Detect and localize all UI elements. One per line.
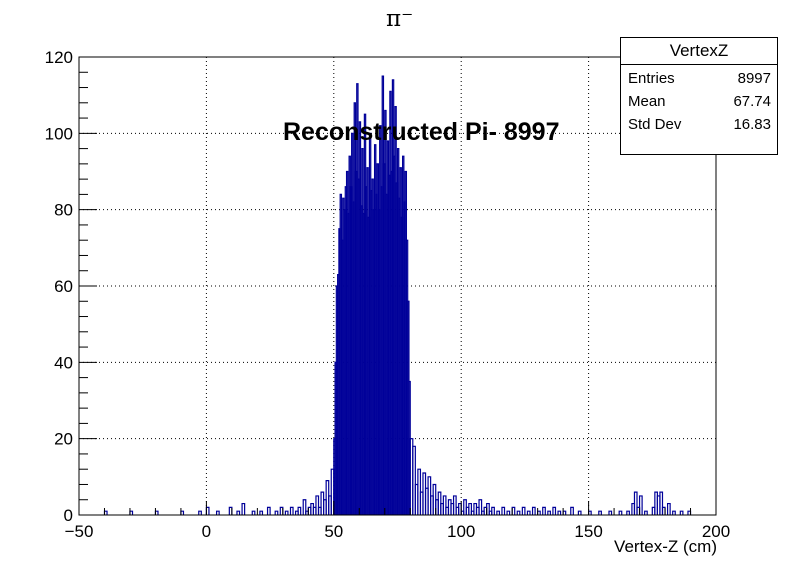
stats-label: Entries [628,70,675,87]
y-tick-label: 0 [64,506,73,525]
chart-annotation: Reconstructed Pi- 8997 [283,118,560,146]
histogram-bin [284,510,289,515]
histogram-bin [598,510,602,515]
histogram-bin [496,510,501,515]
chart-title: π⁻ [386,6,414,32]
histogram-bin [478,499,483,515]
histogram-bin [274,510,279,515]
histogram-bin [618,510,623,515]
y-tick-label: 100 [45,124,73,143]
y-tick-label: 60 [54,277,73,296]
histogram-bin [570,506,574,515]
axis-ticks [78,56,717,516]
stats-row-stddev: Std Dev 16.83 [621,113,777,136]
histogram-bin [644,510,648,515]
stats-box-title: VertexZ [621,38,777,65]
histogram-bin [259,510,264,515]
histogram-bin [501,506,506,515]
histogram-bin [557,510,562,515]
stats-value: 16.83 [733,116,771,133]
grid-lines [79,57,716,515]
stats-row-mean: Mean 67.74 [621,90,777,113]
histogram-bin [608,510,613,515]
histogram-bin [516,510,521,515]
histogram-bin [198,510,202,515]
x-tick-label: 100 [447,522,475,541]
histogram-bin [626,510,630,515]
histogram-bin [506,510,511,515]
histogram-bin [491,506,495,515]
histogram-bin [266,506,271,515]
histogram-bin [542,506,546,515]
x-tick-label: 50 [324,522,343,541]
histogram-bin [666,502,671,515]
histogram-bin [577,510,582,515]
histogram-bin [251,510,256,515]
stats-value: 67.74 [733,93,771,110]
x-tick-label: 200 [702,522,730,541]
y-tick-label: 80 [54,201,73,220]
histogram-bin [638,495,643,515]
y-tick-label: 40 [54,353,73,372]
histogram-bin [672,510,676,515]
histogram-bin [521,506,526,515]
histogram-bin [452,495,457,515]
stats-value: 8997 [737,70,771,87]
y-tick-label: 120 [45,48,73,67]
x-tick-label: 150 [574,522,602,541]
histogram-bin [552,506,557,515]
histogram-bin [468,502,472,515]
histogram-bin [289,506,294,515]
x-tick-label: 0 [202,522,211,541]
x-tick-label: −50 [65,522,94,541]
histogram-bin [526,510,531,515]
stats-label: Mean [628,93,666,110]
histogram-bin [215,510,220,515]
y-tick-label: 20 [54,430,73,449]
histogram-bin [442,495,447,515]
stats-box: VertexZ Entries 8997 Mean 67.74 Std Dev … [620,37,778,155]
histogram-bin [236,510,241,515]
histogram-bin [241,502,246,515]
histogram-bin [302,499,307,515]
histogram-bin [547,510,551,515]
histogram-bin [412,445,416,515]
stats-label: Std Dev [628,116,682,133]
histogram-bin [531,506,536,515]
stats-row-entries: Entries 8997 [621,67,777,90]
histogram-bin [315,495,320,515]
histogram-bin [297,506,302,515]
x-axis-label: Vertex-Z (cm) [614,537,717,556]
histogram-bin [679,510,684,515]
histogram-bin [659,491,664,515]
histogram-bin [633,491,638,515]
